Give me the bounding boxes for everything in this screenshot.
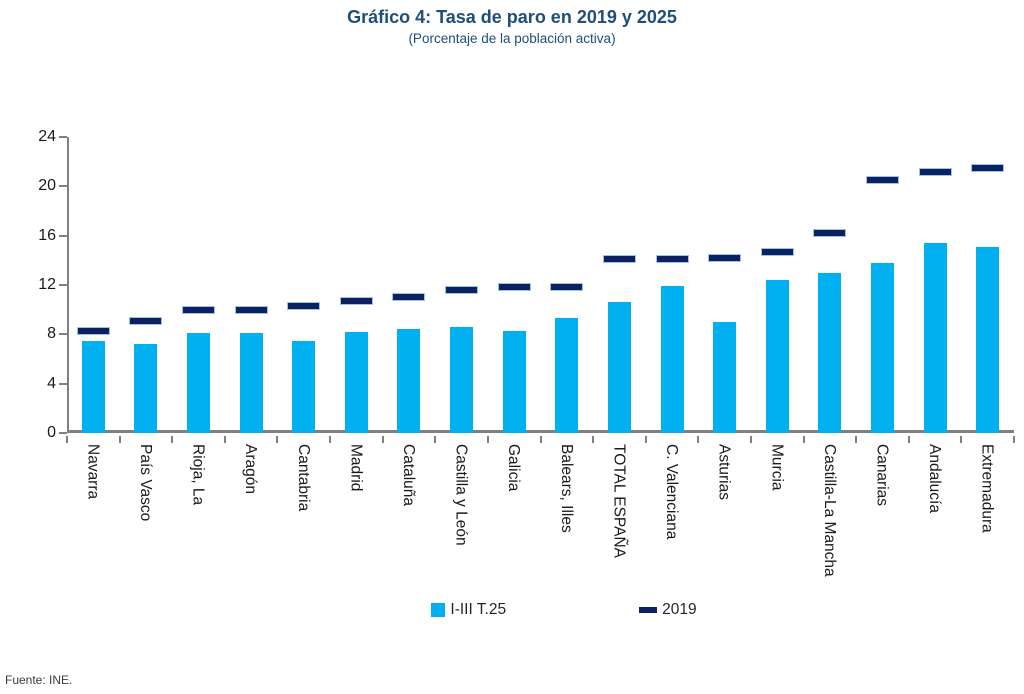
x-axis-tick [329,436,332,443]
chart-legend: I-III T.25 2019 [52,601,1024,619]
x-axis-label: País Vasco [136,444,154,522]
dash-series-swatch-icon [639,607,658,613]
y-axis-tick [59,432,67,434]
x-axis-label: C. Valenciana [663,444,681,540]
dash-marker [339,297,373,306]
x-axis-tick [592,436,595,443]
bar [660,286,684,433]
bar [81,340,105,433]
bar [450,326,474,433]
x-axis-tick [66,436,68,443]
y-axis-label: 12 [38,276,56,293]
dash-marker [129,316,163,325]
dash-marker [602,255,636,264]
bar [870,262,894,433]
bar [134,344,158,433]
x-axis-tick [1013,436,1015,443]
x-axis-label: Navarra [84,444,102,500]
legend-label-2025: I-III T.25 [450,601,507,618]
y-axis-tick [59,284,67,286]
dash-marker [655,255,689,264]
y-axis-label: 24 [38,128,56,145]
bar [976,246,1000,433]
dash-marker [813,229,847,238]
dash-marker [918,167,952,176]
x-axis-label: TOTAL ESPAÑA [610,444,628,558]
x-axis-label: Balears, Illes [557,444,575,533]
dash-marker [234,305,268,314]
x-axis-tick [381,436,384,443]
dash-marker [550,283,584,292]
x-axis-tick [697,436,700,443]
x-axis-label: Rioja, La [189,444,207,506]
page-subtitle: (Porcentaje de la población activa) [408,31,616,46]
dash-marker [445,285,479,294]
x-axis-tick [749,436,752,443]
dash-marker [287,301,321,310]
y-axis-label: 20 [38,177,56,195]
y-axis-tick [59,333,67,336]
y-axis-tick [59,185,67,188]
x-axis-tick [223,436,226,443]
bar [765,280,789,433]
x-axis-tick [644,436,647,443]
x-axis-label: Galicia [505,444,523,492]
bar [818,272,842,433]
bar [923,243,947,433]
dash-marker [392,293,426,302]
y-axis-label: 16 [38,226,56,244]
dash-marker [865,176,899,185]
x-axis-label: Cataluña [399,444,417,507]
x-axis-label: Madrid [347,444,365,492]
dash-marker [708,253,742,262]
bar [555,318,579,433]
bar [397,329,421,433]
plot-area [67,137,1014,433]
x-axis-label: Extremadura [978,444,996,533]
x-axis-tick [118,436,121,443]
dash-marker [971,163,1005,172]
x-axis-label: Murcia [768,444,786,491]
dash-marker [182,305,216,314]
dash-marker [497,283,531,292]
bar [239,333,263,433]
x-axis-tick [907,436,910,443]
x-axis-label: Asturias [715,444,733,500]
x-axis-tick [171,436,174,443]
y-axis-tick [59,234,67,237]
legend-label-2019: 2019 [662,601,697,618]
bar [292,340,316,433]
x-axis-tick [434,436,437,443]
x-axis-tick [960,436,963,443]
x-axis-label: Cantabria [294,444,312,512]
bar [187,333,211,433]
legend-item-2019: 2019 [639,601,697,619]
x-axis-tick [539,436,542,443]
x-axis-tick [855,436,858,443]
page-title: Gráfico 4: Tasa de paro en 2019 y 2025 [347,7,677,27]
y-axis-label: 0 [47,424,56,441]
bar-series-swatch-icon [431,603,446,617]
y-axis-label: 4 [47,374,56,392]
x-axis-tick [276,436,279,443]
x-axis-label: Castilla y León [452,444,470,546]
bar [713,322,737,433]
y-axis-label: 8 [47,325,56,343]
bar [607,302,631,433]
y-axis-tick [59,136,67,138]
y-axis-tick [59,382,67,385]
bar [502,330,526,433]
x-axis-label: Andalucía [926,444,944,513]
x-axis-label: Castilla-La Mancha [820,444,838,577]
dash-marker [760,247,794,256]
source-note: Fuente: INE. [5,673,73,687]
bar [344,331,368,433]
x-axis-label: Aragón [242,444,260,494]
x-axis-tick [486,436,489,443]
legend-item-2025: I-III T.25 [431,601,506,619]
dash-marker [76,326,110,335]
x-axis-tick [802,436,805,443]
x-axis-label: Canarias [873,444,891,507]
